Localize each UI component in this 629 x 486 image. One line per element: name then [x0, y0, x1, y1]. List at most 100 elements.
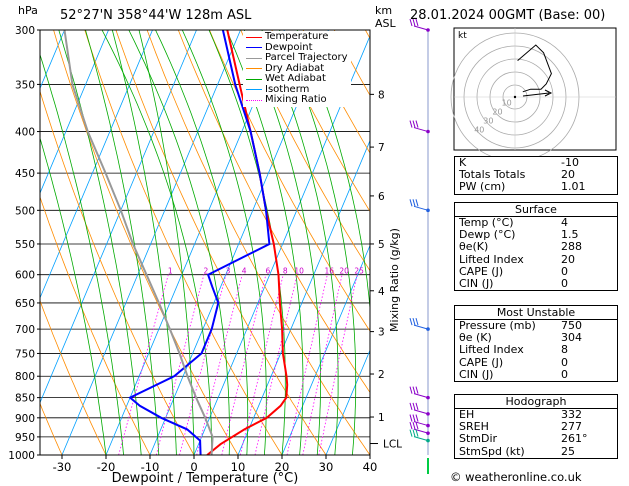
surface-row-label: Dewp (°C) [459, 228, 516, 242]
storm-motion-arrow-icon [522, 92, 550, 97]
mixing-ratio-line [221, 274, 267, 455]
datetime-title: 28.01.2024 00GMT (Base: 00) [410, 8, 606, 23]
location-title: 52°27'N 358°44'W 128m ASL [60, 8, 252, 23]
pressure-label: 500 [15, 205, 35, 217]
height-label: 2 [378, 369, 385, 381]
dry-adiabat [40, 90, 195, 455]
surface-row-value: 4 [561, 216, 568, 229]
dry-adiabat [53, 30, 239, 455]
wet-adiabat [279, 30, 357, 455]
wind-barb-icon [409, 18, 430, 32]
series-dewpoint [128, 30, 271, 455]
mixing-ratio-label: 25 [354, 267, 364, 276]
hodograph-row-label: StmSpd (kt) [459, 444, 525, 458]
wind-barb-icon [409, 414, 430, 428]
mixing-ratio-line [196, 274, 243, 455]
hodograph-row: StmDir 261° [455, 433, 617, 445]
most-unstable-row-label: CAPE (J) [459, 355, 504, 369]
surface-title: Surface [455, 203, 617, 217]
legend-swatch [246, 47, 262, 49]
surface-row: Lifted Index 20 [455, 252, 617, 266]
pressure-label: 950 [15, 432, 35, 444]
hodograph-row: StmSpd (kt) 25 [455, 444, 617, 458]
wet-adiabat [58, 30, 142, 455]
legend-item: Mixing Ratio [246, 94, 348, 106]
pressure-label: 850 [15, 393, 35, 405]
legend-label: Parcel Trajectory [265, 52, 348, 63]
surface-row: θe(K) 288 [455, 241, 617, 253]
surface-row-value: 0 [561, 276, 568, 290]
hodograph-table: Hodograph EH 332 SREH 277 StmDir 261° StmSpd (… [454, 394, 618, 459]
wind-barb-icon [409, 429, 430, 443]
wet-adiabat [261, 30, 339, 455]
temp-tick-label: 40 [363, 460, 378, 474]
dry-adiabat [240, 30, 370, 272]
mixing-ratio-line [239, 274, 284, 455]
index-row-label: PW (cm) [459, 180, 506, 194]
mixing-ratio-line [155, 274, 205, 455]
most-unstable-table: Most Unstable Pressure (mb) 750 θe (K) 304 L… [454, 305, 618, 382]
most-unstable-row-value: 0 [561, 367, 568, 381]
wind-barb-icon [409, 317, 430, 331]
isotherm [61, 30, 241, 455]
pressure-label: 900 [15, 413, 35, 425]
hodograph-row-value: 25 [561, 444, 575, 458]
index-row: Totals Totals 20 [455, 168, 617, 181]
most-unstable-row-value: 8 [561, 343, 568, 357]
hodograph-row-value: 261° [561, 432, 588, 446]
wet-adiabat [101, 30, 212, 455]
temp-tick-label: -30 [53, 460, 72, 474]
legend-item: Dewpoint [246, 42, 348, 54]
hodograph-title: Hodograph [455, 395, 617, 409]
lcl-label: LCL [383, 439, 402, 451]
pressure-label: 550 [15, 239, 35, 251]
height-label: 7 [378, 142, 385, 154]
legend-item: Isotherm [246, 83, 348, 96]
legend: Temperature Dewpoint Parcel Trajectory Dry … [243, 31, 351, 107]
wet-adiabat [208, 30, 286, 455]
unit-right-top: km [375, 4, 393, 17]
legend-label: Isotherm [265, 83, 310, 95]
index-row: PW (cm) 1.01 [455, 181, 617, 193]
surface-row-label: Temp (°C) [459, 216, 514, 229]
temp-tick-label: 20 [275, 460, 290, 474]
legend-label: Wet Adiabat [265, 73, 326, 84]
most-unstable-row: Lifted Index 8 [455, 344, 617, 356]
most-unstable-row: CAPE (J) 0 [455, 355, 617, 369]
surface-row-value: 0 [561, 264, 568, 278]
surface-row-value: 20 [561, 252, 575, 266]
dry-adiabat [115, 30, 327, 455]
mixing-ratio-label: 1 [168, 267, 173, 276]
unit-right-bottom: ASL [375, 17, 396, 30]
pressure-label: 1000 [8, 450, 35, 462]
mixing-ratio-label: 4 [242, 267, 247, 276]
most-unstable-row-value: 0 [561, 355, 568, 369]
height-label: 1 [378, 412, 385, 424]
height-label: 5 [378, 239, 385, 251]
surface-table: Surface Temp (°C) 4 Dewp (°C) 1.5 θe(K) 288 Li… [454, 202, 618, 292]
dry-adiabat [302, 30, 370, 154]
wet-adiabat [138, 30, 195, 455]
footer-copyright: © weatheronline.co.uk [450, 470, 582, 484]
legend-item: Parcel Trajectory [246, 52, 348, 64]
pressure-label: 800 [15, 371, 35, 383]
wind-barb-icon [409, 386, 430, 400]
legend-swatch [246, 78, 262, 80]
temp-tick-label: 30 [319, 460, 334, 474]
legend-item: Wet Adiabat [246, 73, 348, 85]
hodograph-ring-label: 10 [502, 98, 512, 107]
wet-adiabat [155, 30, 249, 455]
most-unstable-row: θe (K) 304 [455, 331, 617, 345]
temp-tick-label: -10 [141, 460, 160, 474]
hodograph-ring-label: 20 [492, 108, 502, 117]
wet-adiabat [111, 30, 177, 455]
most-unstable-row-value: 304 [561, 331, 582, 345]
temp-tick-label: 10 [231, 460, 246, 474]
index-row: K -10 [455, 156, 617, 169]
series-parcel-trajectory [63, 30, 214, 455]
index-row-value: 1.01 [561, 180, 586, 194]
wet-adiabat [181, 30, 267, 455]
pressure-label: 300 [15, 25, 35, 37]
dry-adiabat [40, 402, 63, 455]
plot-frame [39, 29, 371, 456]
